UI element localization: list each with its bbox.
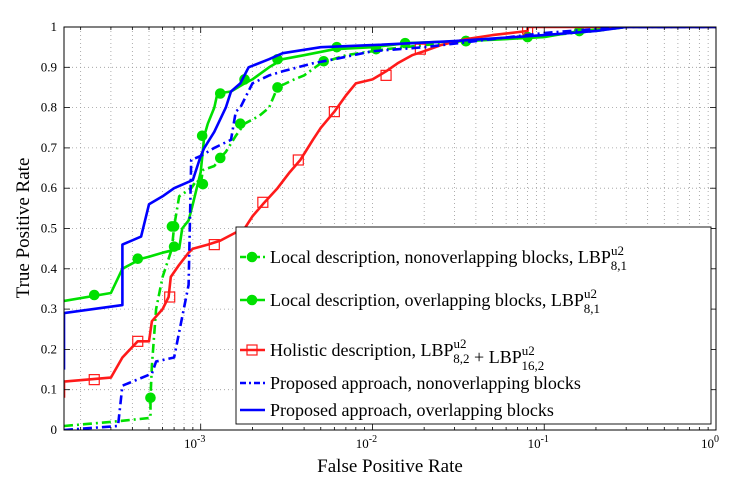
series-marker: [234, 118, 246, 130]
series-marker: [166, 221, 178, 232]
y-tick-label: 0.5: [41, 221, 57, 236]
legend-label: Holistic description, LBPu2 8,2 + LBPu2 16…: [270, 336, 544, 373]
y-tick-label: 0.6: [41, 180, 58, 195]
series-marker: [292, 154, 304, 166]
series-marker: [132, 335, 144, 347]
series-line: [64, 27, 716, 370]
y-tick-label: 0.7: [41, 140, 58, 155]
y-tick-label: 0.3: [41, 301, 57, 316]
y-tick-label: 0: [51, 422, 58, 437]
series-3: [64, 27, 716, 398]
series-marker: [214, 88, 226, 99]
legend-label: Proposed approach, nonoverlapping blocks: [270, 373, 581, 393]
legend-entry: Holistic description, LBPu2 8,2 + LBPu2 16…: [240, 336, 544, 373]
legend-entry: Local description, nonoverlapping blocks…: [240, 243, 627, 273]
series-marker: [328, 106, 340, 118]
series-marker: [380, 69, 392, 81]
legend-entry: Local description, overlapping blocks, L…: [240, 286, 600, 316]
series-5: [64, 27, 716, 370]
y-tick-label: 0.8: [41, 100, 57, 115]
x-tick-label: 100: [701, 434, 719, 451]
series-marker: [145, 392, 156, 404]
series-marker: [208, 239, 220, 251]
legend-marker: [246, 294, 258, 306]
series-line: [64, 27, 716, 398]
legend-marker: [246, 251, 258, 263]
y-tick-label: 0.9: [41, 59, 57, 74]
y-axis-label: True Positive Rate: [13, 158, 34, 299]
legend-label: Local description, nonoverlapping blocks…: [270, 243, 627, 273]
y-tick-label: 1: [51, 19, 58, 34]
series-marker: [272, 82, 283, 93]
series-group: [64, 27, 716, 430]
series-marker: [88, 374, 100, 386]
x-axis-label: False Positive Rate: [317, 456, 463, 477]
legend-marker: [246, 344, 258, 356]
y-tick-label: 0.4: [41, 261, 58, 276]
x-tick-label: 10-2: [356, 434, 377, 451]
legend-entry: Proposed approach, overlapping blocks: [240, 400, 554, 420]
series-marker: [196, 130, 208, 142]
y-tick-label: 0.2: [41, 341, 57, 356]
legend-label: Local description, overlapping blocks, L…: [270, 286, 600, 316]
series-marker: [164, 291, 176, 303]
legend-box: [235, 226, 712, 425]
legend-label: Proposed approach, overlapping blocks: [270, 400, 554, 420]
legend-entry: Proposed approach, nonoverlapping blocks: [240, 373, 581, 393]
series-marker: [214, 152, 226, 164]
series-marker: [88, 289, 100, 301]
legend: Local description, nonoverlapping blocks…: [235, 226, 712, 425]
ticks: 10-3 10-2 10-1 100 0 0.1 0.2 0.3 0.4 0.5 0.6 0.7 0.8…: [41, 19, 719, 451]
x-tick-label: 10-3: [184, 434, 205, 451]
x-tick-label: 10-1: [528, 434, 549, 451]
series-marker: [257, 196, 269, 208]
y-tick-label: 0.1: [41, 382, 57, 397]
series-marker: [132, 253, 144, 265]
